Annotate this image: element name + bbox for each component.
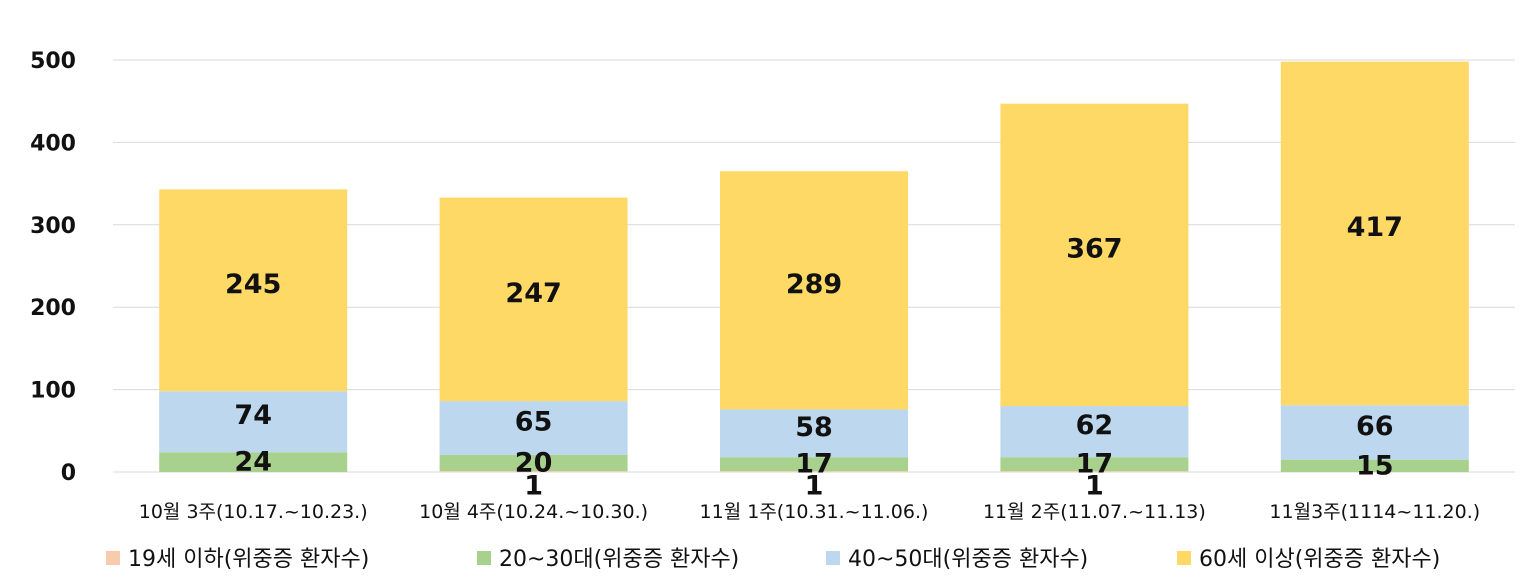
- data-label: 74: [234, 400, 272, 431]
- bar-segment: [439, 401, 628, 455]
- bar-segment: [159, 391, 348, 453]
- y-tick-label: 200: [30, 296, 76, 321]
- data-label: 1: [524, 471, 543, 502]
- legend-swatch: [826, 551, 840, 565]
- data-label: 17: [1076, 449, 1114, 480]
- bar-segment: [1000, 471, 1189, 472]
- legend-label: 60세 이상(위중증 환자수): [1199, 547, 1440, 572]
- bar-segment: [1280, 61, 1469, 406]
- data-label: 58: [795, 412, 833, 443]
- bar-segment: [720, 171, 908, 410]
- bar-segment: [1280, 405, 1469, 460]
- x-tick-label: 10월 3주(10.17.~10.23.): [139, 501, 368, 523]
- data-label: 65: [515, 406, 553, 437]
- y-tick-label: 400: [30, 131, 76, 156]
- bar-segment: [439, 454, 628, 472]
- data-label: 417: [1347, 212, 1403, 243]
- bar-segment: [720, 457, 908, 472]
- y-axis-ticks: 0 100 200 300 400 500: [30, 49, 76, 486]
- bar-segment: [159, 189, 348, 392]
- x-tick-label: 11월 1주(10.31.~11.06.): [700, 501, 929, 523]
- data-label: 62: [1076, 410, 1114, 441]
- bar-segment: [439, 197, 628, 402]
- data-label: 289: [786, 269, 842, 300]
- data-label: 245: [225, 269, 281, 300]
- bars: [159, 61, 1469, 472]
- data-label: 24: [234, 447, 272, 478]
- data-label: 1: [805, 471, 824, 502]
- y-tick-label: 500: [30, 49, 76, 74]
- bar-segment: [1280, 459, 1469, 472]
- bar-segment: [1000, 406, 1189, 458]
- data-label: 66: [1356, 411, 1394, 442]
- x-tick-label: 11월3주(1114~11.20.): [1269, 501, 1480, 523]
- legend-label: 20~30대(위중증 환자수): [499, 547, 739, 572]
- data-label: 17: [795, 449, 833, 480]
- legend-swatch: [477, 551, 491, 565]
- x-axis-ticks: 10월 3주(10.17.~10.23.) 10월 4주(10.24.~10.30…: [139, 501, 1480, 523]
- legend: 19세 이하(위중증 환자수) 20~30대(위중증 환자수) 40~50대(위중증…: [106, 547, 1440, 572]
- bar-segment: [1000, 103, 1189, 407]
- data-label: 20: [515, 447, 553, 478]
- x-tick-label: 10월 4주(10.24.~10.30.): [419, 501, 648, 523]
- data-label: 1: [1085, 471, 1104, 502]
- data-label: 367: [1066, 233, 1122, 264]
- bar-segment: [159, 452, 348, 472]
- data-label: 15: [1356, 450, 1394, 481]
- y-tick-label: 300: [30, 214, 76, 239]
- data-label: 247: [505, 278, 561, 309]
- bar-segment: [439, 471, 628, 472]
- y-tick-label: 100: [30, 379, 76, 404]
- y-tick-label: 0: [61, 461, 76, 486]
- x-tick-label: 11월 2주(11.07.~11.13): [983, 501, 1206, 523]
- bar-segment: [720, 471, 908, 472]
- legend-swatch: [106, 551, 120, 565]
- legend-swatch: [1177, 551, 1191, 565]
- legend-label: 19세 이하(위중증 환자수): [128, 547, 369, 572]
- bar-segment: [720, 409, 908, 458]
- legend-label: 40~50대(위중증 환자수): [848, 547, 1088, 572]
- bar-segment: [1000, 457, 1189, 472]
